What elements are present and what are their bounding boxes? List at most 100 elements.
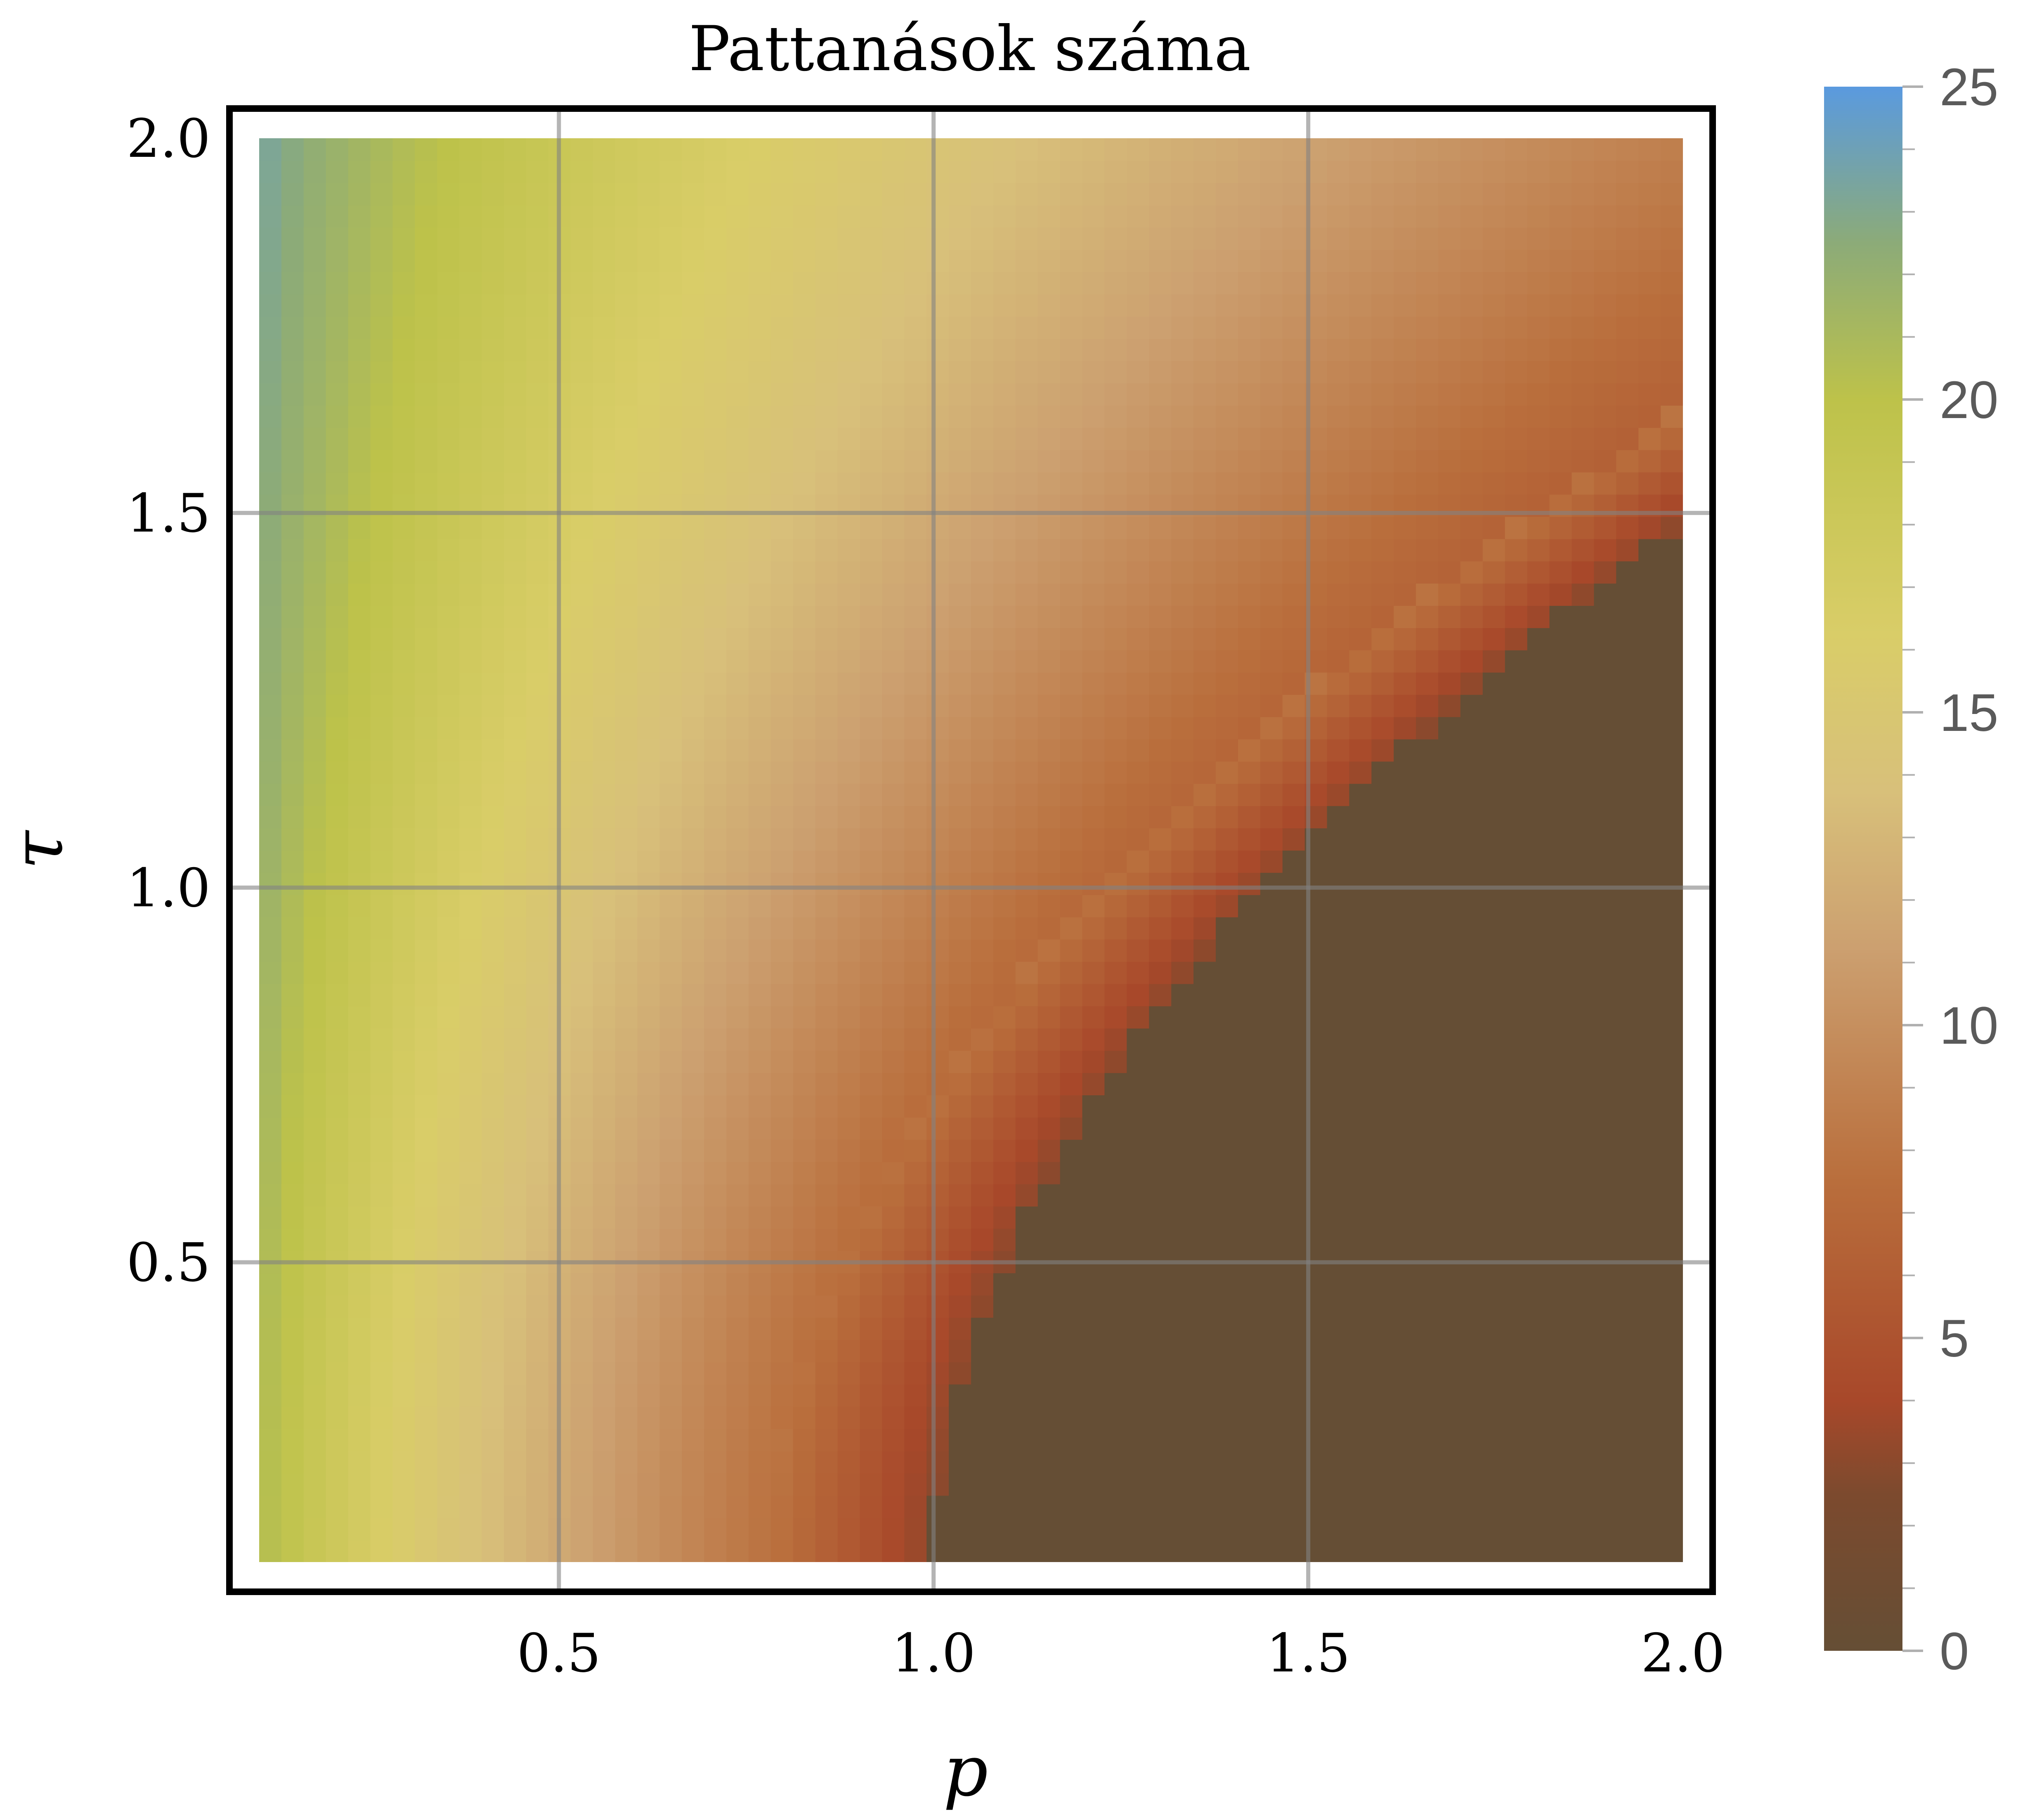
heatmap-cell [971,872,994,895]
heatmap-cell [1015,1406,1038,1429]
heatmap-cell [1394,1206,1417,1229]
heatmap-cell [392,917,416,940]
heatmap-cell [726,182,749,206]
heatmap-cell [1416,316,1439,339]
heatmap-cell [1594,227,1617,250]
heatmap-cell [392,1495,416,1518]
heatmap-cell [1527,1006,1550,1029]
heatmap-cell [1549,1428,1572,1451]
heatmap-cell [1149,894,1172,917]
heatmap-cell [837,1273,860,1296]
gridlines [229,109,1713,1592]
heatmap-cell [1149,939,1172,962]
heatmap-cell [926,894,950,917]
heatmap-cell [1638,1139,1661,1162]
heatmap-cell [793,1028,816,1051]
heatmap-cell [1104,516,1127,539]
heatmap-cell [326,227,349,250]
heatmap-cell [1060,872,1083,895]
heatmap-cell [415,227,438,250]
heatmap-cell [1260,828,1283,851]
heatmap-cell [570,1095,593,1118]
heatmap-cell [1127,694,1150,717]
heatmap-cell [971,672,994,695]
heatmap-cell [1482,160,1505,183]
heatmap-cell [659,983,683,1007]
heatmap-cell [682,361,705,383]
heatmap-cell [1616,627,1639,650]
heatmap-cell [1015,361,1038,383]
heatmap-cell [482,472,504,495]
heatmap-cell [1438,316,1461,339]
colorbar-tick-label: 25 [1940,58,1998,117]
heatmap-cell [1216,338,1238,362]
heatmap-cell [1661,1540,1683,1562]
heatmap-cell [659,516,683,539]
heatmap-cell [682,583,705,606]
heatmap-cell [926,1473,950,1496]
heatmap-cell [281,1006,304,1029]
heatmap-cell [1238,650,1261,673]
heatmap-cell [459,383,482,406]
heatmap-cell [1127,1161,1150,1184]
heatmap-cell [949,1050,971,1073]
heatmap-cell [904,1117,927,1140]
heatmap-cell [726,694,749,717]
heatmap-cell [615,539,638,562]
heatmap-cell [1505,1473,1528,1496]
heatmap-cell [815,672,838,695]
heatmap-cell [1193,872,1216,895]
heatmap-cell [1371,427,1394,450]
heatmap-cell [1082,1028,1105,1051]
heatmap-cell [370,583,393,606]
heatmap-cell [1127,427,1150,450]
heatmap-cell [1149,1228,1172,1251]
heatmap-cell [949,672,971,695]
heatmap-cell [1482,1428,1505,1451]
heatmap-cell [1638,1295,1661,1318]
heatmap-cell [837,1295,860,1318]
heatmap-cell [1616,182,1639,206]
heatmap-cell [1661,1517,1683,1541]
heatmap-cell [459,1117,482,1140]
heatmap-cell [1015,138,1038,161]
heatmap-cell [637,1161,660,1184]
heatmap-cell [682,1028,705,1051]
heatmap-cell [1238,1428,1261,1451]
heatmap-cell [1438,983,1461,1007]
heatmap-cell [1037,561,1061,584]
heatmap-cell [1127,405,1150,428]
heatmap-cell [1015,427,1038,450]
plot-frame [226,105,1716,1595]
heatmap-cell [1505,561,1528,584]
heatmap-cell [1037,449,1061,473]
heatmap-cell [1505,316,1528,339]
heatmap-cell [1371,694,1394,717]
heatmap-cell [259,894,282,917]
heatmap-cell [415,472,438,495]
heatmap-cell [1416,1184,1439,1207]
heatmap-cell [726,449,749,473]
heatmap-cell [1371,1273,1394,1296]
heatmap-cell [1349,783,1372,806]
heatmap-cell [926,828,950,851]
heatmap-cell [793,894,816,917]
heatmap-cell [1638,1473,1661,1496]
heatmap-cell [482,983,504,1007]
heatmap-cell [303,561,326,584]
heatmap-cell [1527,138,1550,161]
heatmap-cell [1037,1317,1061,1340]
heatmap-cell [392,716,416,740]
heatmap-cell [370,361,393,383]
heatmap-cell [860,227,883,250]
heatmap-cell [482,1050,504,1073]
heatmap-cell [860,272,883,295]
heatmap-cell [1238,694,1261,717]
heatmap-cell [1416,205,1439,228]
heatmap-cell [682,806,705,829]
heatmap-cell [1549,1184,1572,1207]
heatmap-cell [1638,516,1661,539]
heatmap-cell [593,338,616,362]
heatmap-cell [437,1117,460,1140]
heatmap-cell [971,1095,994,1118]
